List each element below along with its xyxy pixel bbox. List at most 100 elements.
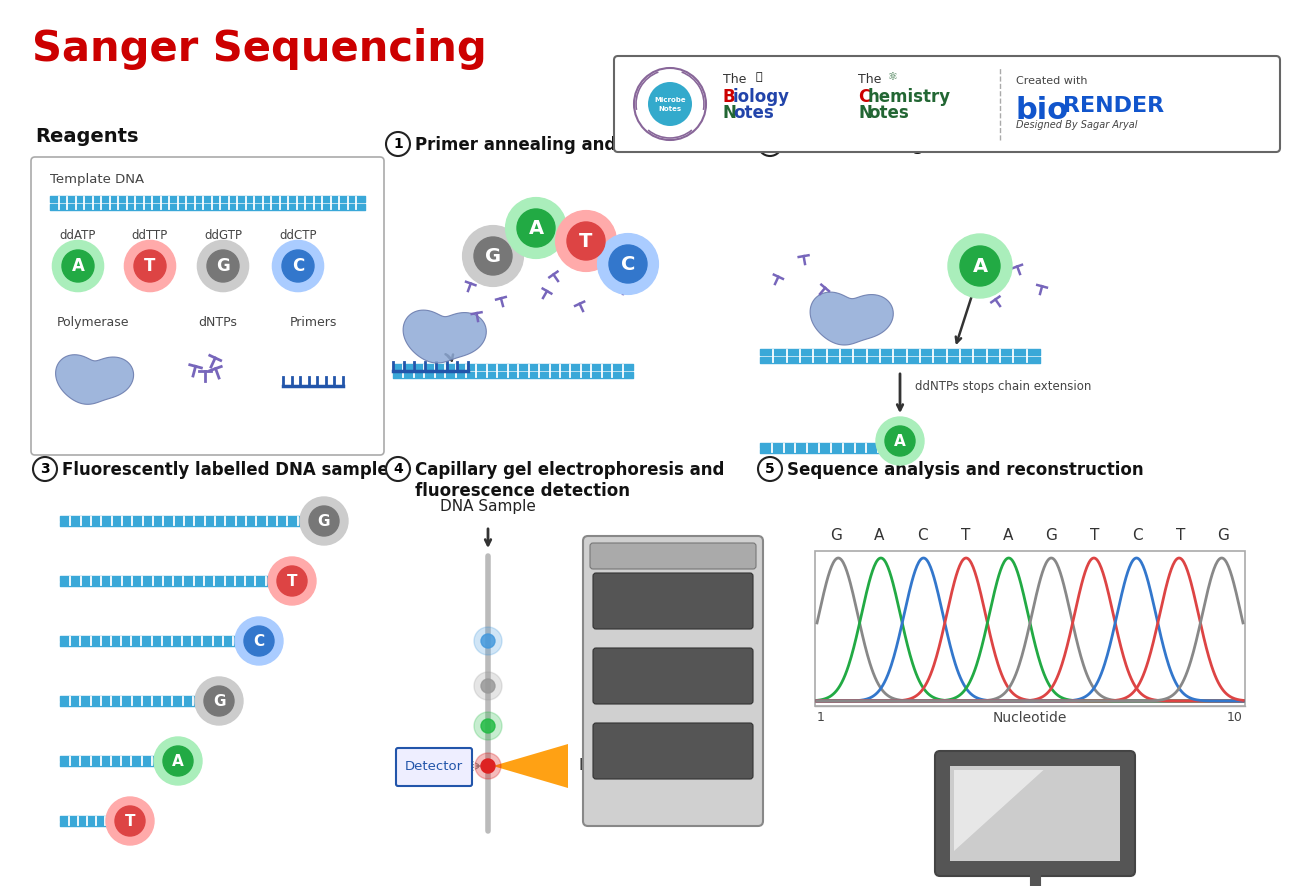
Circle shape xyxy=(268,557,316,605)
Text: A: A xyxy=(172,753,183,768)
Circle shape xyxy=(608,245,647,283)
FancyBboxPatch shape xyxy=(593,648,753,704)
Text: ddCTP: ddCTP xyxy=(280,229,317,242)
Text: otes: otes xyxy=(733,104,774,122)
Circle shape xyxy=(62,250,94,282)
Circle shape xyxy=(474,753,500,779)
Text: Designed By Sagar Aryal: Designed By Sagar Aryal xyxy=(1017,120,1138,130)
Circle shape xyxy=(32,457,57,481)
Bar xyxy=(950,766,1121,861)
Text: dNTPs: dNTPs xyxy=(199,316,238,329)
Circle shape xyxy=(481,679,495,693)
Circle shape xyxy=(567,222,604,260)
Text: C: C xyxy=(621,254,636,274)
Text: 1: 1 xyxy=(393,137,403,151)
Text: otes: otes xyxy=(868,104,909,122)
Text: Microbe: Microbe xyxy=(654,97,686,103)
Text: The: The xyxy=(723,73,746,86)
Text: ⚛: ⚛ xyxy=(888,72,898,82)
Text: Created with: Created with xyxy=(1017,76,1088,86)
Polygon shape xyxy=(56,354,134,404)
Text: 2: 2 xyxy=(766,137,775,151)
Text: G: G xyxy=(831,528,842,543)
FancyBboxPatch shape xyxy=(31,157,383,455)
Circle shape xyxy=(481,759,495,773)
Text: T: T xyxy=(287,573,298,588)
Text: Reagents: Reagents xyxy=(35,127,139,146)
Circle shape xyxy=(506,198,567,259)
Circle shape xyxy=(52,240,104,291)
Text: Template DNA: Template DNA xyxy=(49,173,144,186)
Text: G: G xyxy=(317,514,330,529)
Polygon shape xyxy=(403,310,486,363)
Circle shape xyxy=(876,417,924,465)
Text: Detector: Detector xyxy=(404,760,463,773)
Text: G: G xyxy=(1218,528,1230,543)
Circle shape xyxy=(474,672,502,700)
Text: G: G xyxy=(213,694,225,709)
Text: ddNTPs stops chain extension: ddNTPs stops chain extension xyxy=(915,379,1092,392)
Text: 10: 10 xyxy=(1227,711,1243,724)
Text: Sequence analysis and reconstruction: Sequence analysis and reconstruction xyxy=(786,461,1144,479)
FancyBboxPatch shape xyxy=(582,536,763,826)
Polygon shape xyxy=(810,292,893,345)
Text: iology: iology xyxy=(733,88,790,106)
Text: C: C xyxy=(858,88,870,106)
Circle shape xyxy=(634,68,706,140)
Circle shape xyxy=(277,566,307,596)
Circle shape xyxy=(481,719,495,733)
Text: T: T xyxy=(1089,528,1100,543)
Circle shape xyxy=(555,211,616,271)
Text: RENDER: RENDER xyxy=(1063,96,1164,116)
Text: A: A xyxy=(972,257,988,276)
Text: G: G xyxy=(216,257,230,275)
Text: Fluorescently labelled DNA sample: Fluorescently labelled DNA sample xyxy=(62,461,389,479)
Text: T: T xyxy=(1175,528,1186,543)
Circle shape xyxy=(153,737,202,785)
Circle shape xyxy=(300,497,348,545)
Text: Notes: Notes xyxy=(658,106,681,112)
Text: A: A xyxy=(894,433,906,448)
Text: Sanger Sequencing: Sanger Sequencing xyxy=(32,28,486,70)
Text: 🧬: 🧬 xyxy=(755,72,762,82)
FancyBboxPatch shape xyxy=(593,573,753,629)
Text: T: T xyxy=(125,813,135,828)
Circle shape xyxy=(474,627,502,655)
Text: 3: 3 xyxy=(40,462,49,476)
Circle shape xyxy=(125,240,176,291)
Circle shape xyxy=(195,677,243,725)
Circle shape xyxy=(481,634,495,648)
Text: N: N xyxy=(858,104,872,122)
Text: G: G xyxy=(485,246,500,266)
Circle shape xyxy=(235,617,283,665)
Text: C: C xyxy=(1132,528,1143,543)
FancyBboxPatch shape xyxy=(815,551,1245,706)
Text: A: A xyxy=(1004,528,1014,543)
Circle shape xyxy=(885,426,915,456)
Text: Polymerase: Polymerase xyxy=(57,316,129,329)
Text: ddTTP: ddTTP xyxy=(131,229,168,242)
Circle shape xyxy=(198,240,248,291)
Text: Primer annealing and chain extension: Primer annealing and chain extension xyxy=(415,136,770,154)
Text: bio: bio xyxy=(1017,96,1069,125)
Text: hemistry: hemistry xyxy=(868,88,952,106)
Circle shape xyxy=(309,506,339,536)
Text: T: T xyxy=(580,231,593,251)
Text: 5: 5 xyxy=(766,462,775,476)
Text: A: A xyxy=(875,528,885,543)
Text: Capillary gel electrophoresis and
fluorescence detection: Capillary gel electrophoresis and fluore… xyxy=(415,461,724,500)
Text: N: N xyxy=(723,104,737,122)
FancyBboxPatch shape xyxy=(614,56,1280,152)
Text: A: A xyxy=(72,257,84,275)
Text: Laser: Laser xyxy=(578,758,620,773)
Circle shape xyxy=(647,82,692,126)
Circle shape xyxy=(107,797,153,845)
Circle shape xyxy=(758,132,783,156)
Text: C: C xyxy=(918,528,928,543)
FancyBboxPatch shape xyxy=(593,723,753,779)
Circle shape xyxy=(282,250,315,282)
Circle shape xyxy=(114,806,146,836)
Text: G: G xyxy=(1045,528,1057,543)
Text: ddNTP binding and chain termination: ddNTP binding and chain termination xyxy=(786,136,1136,154)
Text: A: A xyxy=(528,219,543,237)
